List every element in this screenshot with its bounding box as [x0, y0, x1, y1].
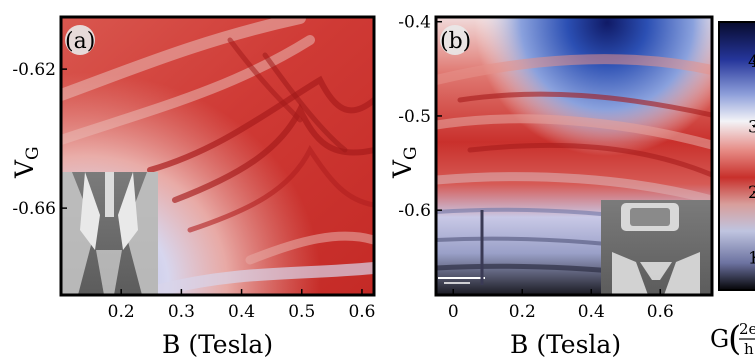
panel-label-b-badge: [440, 25, 470, 55]
x-axis-b: 0 0.2 0.4 0.6: [448, 289, 674, 322]
x-tick-label: 0.5: [288, 302, 315, 322]
panel-b: (b) -0.4 -0.5 -0.6 0 0.2 0.4 0.6 VG B (Tesla): [388, 13, 714, 359]
panel-label-a-badge: [65, 25, 95, 55]
colorbar-unit-num: 2e2: [739, 320, 755, 338]
x-tick-label: 0.4: [228, 302, 255, 322]
y-axis-b: -0.4 -0.5 -0.6: [398, 13, 442, 221]
y-tick-label: -0.62: [12, 60, 56, 80]
x-axis-a: 0.2 0.3 0.4 0.5 0.6: [108, 289, 375, 322]
colorbar: 4 3 2 1 G ( 2e2 h: [710, 21, 755, 359]
y-label-b: VG: [388, 146, 421, 179]
y-tick-label: -0.6: [398, 201, 431, 221]
x-tick-label: 0.2: [108, 302, 135, 322]
y-tick-label: -0.4: [398, 13, 431, 33]
colorbar-ticks: 4 3 2 1: [748, 52, 755, 268]
x-label-a: B (Tesla): [162, 330, 273, 359]
colorbar-tick-label: 3: [748, 118, 755, 138]
heatmap-b-ridges: [436, 54, 712, 285]
y-label-a: VG: [10, 146, 43, 179]
colorbar-tick-label: 2: [748, 183, 755, 203]
x-label-b: B (Tesla): [510, 330, 621, 359]
colorbar-paren-open: (: [728, 319, 741, 359]
x-tick-label: 0.6: [348, 302, 375, 322]
colorbar-tick-label: 1: [748, 248, 755, 268]
y-axis-a: -0.62 -0.66: [12, 60, 67, 219]
x-tick-label: 0: [448, 302, 459, 322]
frame-a: [59, 15, 376, 297]
x-tick-label: 0.2: [509, 302, 536, 322]
x-tick-label: 0.3: [168, 302, 195, 322]
colorbar-label: G: [710, 325, 729, 353]
x-tick-label: 0.6: [647, 302, 674, 322]
panel-label-a: (a): [65, 29, 95, 54]
heatmap-a-ridges: [61, 17, 374, 295]
sem-inset-a: [61, 172, 158, 295]
y-tick-label: -0.66: [12, 199, 56, 219]
x-tick-label: 0.4: [578, 302, 605, 322]
y-tick-label: -0.5: [398, 107, 431, 127]
frame-b: [434, 15, 714, 297]
colorbar-unit-den: h: [744, 340, 754, 358]
panel-label-b: (b): [440, 29, 471, 54]
colorbar-gradient: [718, 21, 755, 291]
colorbar-tick-label: 4: [748, 52, 755, 72]
sem-inset-b: [601, 200, 712, 295]
panel-a: (a) -0.62 -0.66 0.2 0.3 0.4 0.5 0.6 VG B (Tes…: [10, 15, 376, 359]
